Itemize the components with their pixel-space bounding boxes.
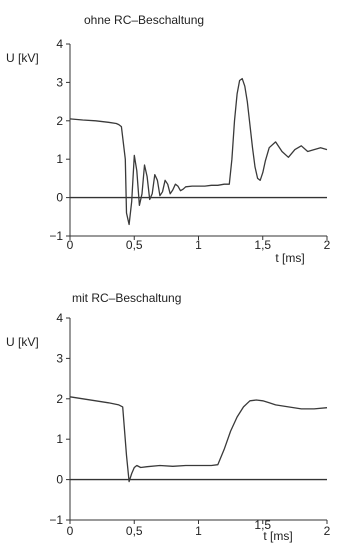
x-tick-label: 1,5 <box>254 238 271 252</box>
chart-title: ohne RC–Beschaltung <box>84 13 204 27</box>
x-tick-label: 2 <box>324 524 331 538</box>
chart-panel-1: ohne RC–Beschaltung U [kV] −1 0 1 2 3 4 0 0,5 1 1,5… <box>6 13 331 265</box>
chart-panel-2: mit RC–Beschaltung U [kV] −1 0 1 2 3 4 0 0,5 1 1,5 2… <box>6 291 331 543</box>
x-tick-label: 1,5 <box>254 518 271 532</box>
y-tick-label: 2 <box>56 114 63 128</box>
y-tick-label: 0 <box>56 473 63 487</box>
y-tick-label: 1 <box>56 152 63 166</box>
x-tick-label: 0 <box>67 524 74 538</box>
x-tick-label: 1 <box>195 524 202 538</box>
y-tick-label: 0 <box>56 191 63 205</box>
x-tick-label: 0 <box>67 238 74 252</box>
y-tick-label: 4 <box>56 37 63 51</box>
x-axis-label: t [ms] <box>263 529 292 543</box>
voltage-trace-1 <box>69 396 328 483</box>
y-tick-label: 2 <box>56 392 63 406</box>
y-tick-label: 1 <box>56 432 63 446</box>
y-axis-label: U [kV] <box>6 51 39 65</box>
chart-title: mit RC–Beschaltung <box>72 291 181 305</box>
y-tick-label: 3 <box>56 75 63 89</box>
x-tick-label: 0,5 <box>126 238 143 252</box>
y-tick-label: 4 <box>56 311 63 325</box>
y-axis-label: U [kV] <box>6 335 39 349</box>
x-tick-label: 2 <box>324 238 331 252</box>
voltage-trace-1 <box>69 77 328 226</box>
x-axis-label: t [ms] <box>275 251 304 265</box>
y-tick-label: 3 <box>56 351 63 365</box>
y-tick-label: −1 <box>49 513 63 527</box>
x-tick-label: 1 <box>195 238 202 252</box>
y-tick-label: −1 <box>49 229 63 243</box>
x-tick-label: 0,5 <box>126 524 143 538</box>
